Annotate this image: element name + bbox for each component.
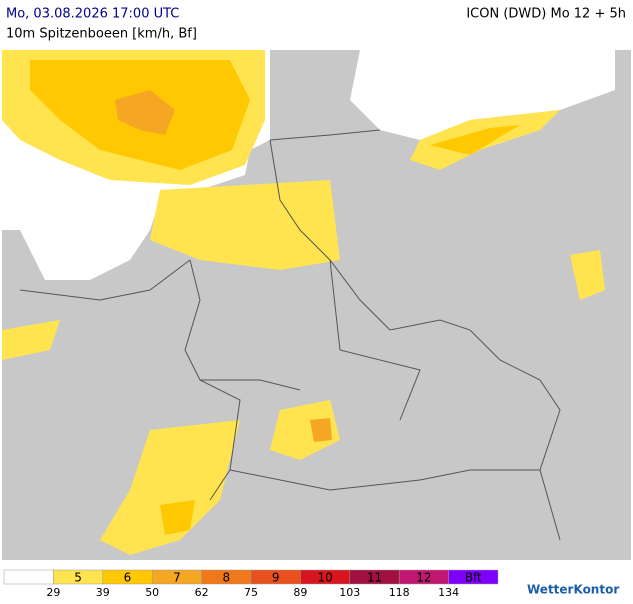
legend-bf-label: 11 [367, 571, 382, 585]
subtitle: 10m Spitzenboeen [km/h, Bf] [6, 27, 197, 42]
legend-swatch [448, 569, 499, 585]
legend-bf-label: 5 [74, 571, 82, 585]
gust-area [150, 180, 340, 270]
legend-bf-label: 9 [272, 571, 280, 585]
legend-threshold: 75 [244, 586, 258, 599]
logo: WetterKontor [527, 583, 619, 597]
gust-area [2, 320, 60, 360]
gust-area [570, 250, 605, 300]
legend-swatch [3, 569, 54, 585]
legend-threshold: 134 [438, 586, 459, 599]
gust-area [270, 400, 340, 460]
borders [19, 129, 561, 541]
legend-threshold: 89 [293, 586, 307, 599]
gust-area [100, 420, 240, 555]
legend-threshold: 39 [96, 586, 110, 599]
gust-area [115, 90, 175, 135]
valid-time: Mo, 03.08.2026 17:00 UTC [6, 7, 179, 22]
legend-bf-label: 8 [222, 571, 230, 585]
legend-bf-label: 7 [173, 571, 181, 585]
gust-area [430, 125, 520, 155]
legend-bf-label: Bft [465, 571, 482, 585]
legend-threshold: 29 [46, 586, 60, 599]
map [2, 50, 631, 560]
legend-threshold: 50 [145, 586, 159, 599]
legend-threshold: 62 [195, 586, 209, 599]
legend-bf-label: 10 [317, 571, 332, 585]
legend-threshold: 118 [389, 586, 410, 599]
legend-bf-label: 12 [416, 571, 431, 585]
model-run: ICON (DWD) Mo 12 + 5h [466, 7, 626, 22]
gust-area [160, 500, 195, 535]
legend-threshold: 103 [339, 586, 360, 599]
baltic-sea [350, 50, 615, 140]
legend-bf-label: 6 [124, 571, 132, 585]
gust-area [310, 418, 332, 442]
